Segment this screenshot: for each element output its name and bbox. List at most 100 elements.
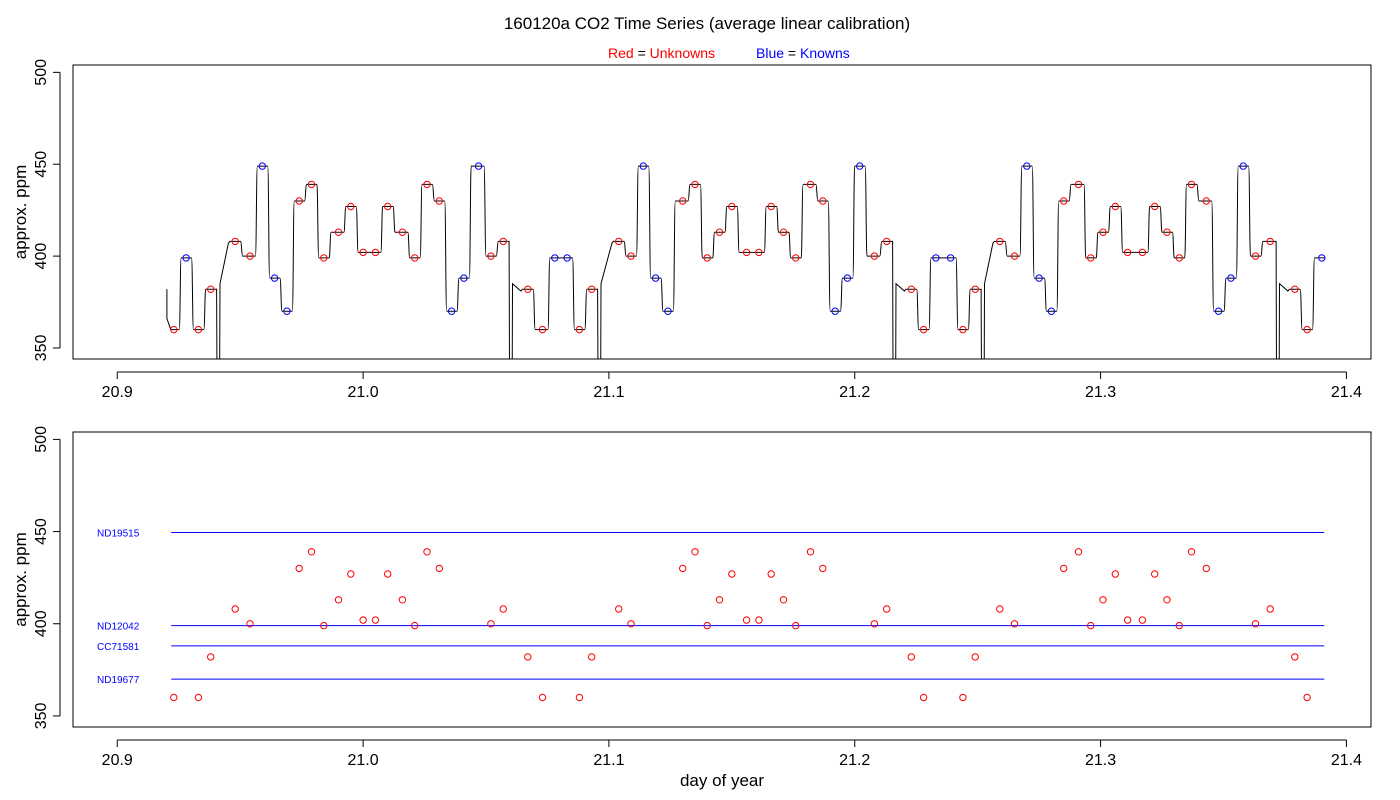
bottom-unknown-point bbox=[524, 653, 532, 661]
top-unknown-point bbox=[728, 202, 736, 211]
top-known-point bbox=[946, 254, 955, 262]
bottom-unknown-point bbox=[959, 693, 967, 702]
bottom-unknown-point bbox=[194, 693, 203, 702]
bottom-unknown-point bbox=[371, 616, 380, 624]
bottom-unknown-point bbox=[1175, 621, 1184, 630]
bottom-unknown-point bbox=[411, 621, 419, 630]
bottom-reference-label: ND19677 bbox=[97, 675, 140, 686]
bottom-unknown-point bbox=[907, 653, 915, 661]
top-unknown-point bbox=[1060, 197, 1068, 205]
top-unknown-point bbox=[384, 202, 392, 211]
legend-known-equals: = bbox=[784, 45, 800, 61]
top-unknown-point bbox=[231, 237, 239, 246]
top-unknown-point bbox=[819, 197, 827, 205]
bottom-unknown-point bbox=[767, 570, 775, 578]
top-known-point bbox=[447, 307, 456, 315]
top-y-tick-label: 350 bbox=[33, 335, 50, 362]
bottom-unknown-point bbox=[996, 605, 1004, 613]
top-known-point bbox=[258, 162, 266, 170]
top-unknown-point bbox=[703, 254, 711, 262]
top-known-point bbox=[664, 307, 672, 315]
top-unknown-point bbox=[1175, 254, 1184, 262]
top-unknown-point bbox=[320, 254, 328, 262]
bottom-x-tick-label: 21.3 bbox=[1085, 752, 1116, 769]
top-unknown-point bbox=[779, 228, 788, 236]
bottom-unknown-point bbox=[806, 548, 815, 556]
bottom-unknown-point bbox=[307, 548, 316, 556]
bottom-unknown-point bbox=[347, 570, 355, 578]
top-unknown-point bbox=[996, 237, 1004, 246]
top-unknown-point bbox=[1251, 252, 1260, 260]
top-unknown-point bbox=[359, 248, 367, 257]
bottom-y-tick-label: 500 bbox=[33, 426, 50, 453]
bottom-unknown-point bbox=[487, 620, 495, 628]
top-x-tick-label: 20.9 bbox=[102, 384, 133, 401]
bottom-unknown-point bbox=[971, 653, 979, 661]
bottom-unknown-point bbox=[703, 621, 711, 630]
top-known-point bbox=[1047, 307, 1056, 315]
top-known-point bbox=[639, 162, 647, 170]
top-unknown-point bbox=[742, 248, 751, 257]
legend-knowns: Blue = Knowns bbox=[756, 45, 850, 61]
bottom-unknown-point bbox=[1251, 620, 1260, 628]
bottom-unknown-point bbox=[919, 693, 928, 702]
top-unknown-point bbox=[883, 237, 891, 246]
top-y-tick-label: 450 bbox=[33, 151, 50, 178]
bottom-x-tick-label: 21.2 bbox=[839, 752, 870, 769]
bottom-unknown-point bbox=[715, 596, 724, 604]
bottom-unknown-point bbox=[231, 605, 239, 613]
top-unknown-point bbox=[371, 248, 380, 257]
top-known-point bbox=[1023, 162, 1031, 170]
top-known-point bbox=[1214, 307, 1223, 315]
top-unknown-point bbox=[170, 325, 178, 334]
bottom-unknown-point bbox=[1060, 564, 1068, 573]
bottom-unknown-point bbox=[1266, 605, 1274, 613]
top-unknown-point bbox=[423, 180, 431, 189]
top-known-point bbox=[182, 254, 190, 262]
legend-known-label: Knowns bbox=[800, 45, 850, 61]
top-unknown-point bbox=[1303, 325, 1311, 334]
top-unknown-point bbox=[691, 180, 699, 189]
top-unknown-point bbox=[295, 197, 303, 205]
bottom-panel-scatter: 20.9 21.0 21.1 21.2 21.3 21.4 350 400 450 500 appr… bbox=[11, 426, 1372, 790]
top-unknown-point bbox=[792, 254, 800, 262]
top-y-tick-label: 400 bbox=[33, 243, 50, 270]
top-known-point bbox=[270, 274, 279, 282]
legend-unknowns: Red = Unknowns bbox=[608, 45, 715, 61]
top-unknown-point bbox=[767, 202, 775, 211]
top-unknown-point bbox=[487, 252, 495, 260]
top-unknown-point bbox=[1202, 197, 1211, 205]
top-unknown-point bbox=[1291, 285, 1299, 293]
top-known-point bbox=[460, 274, 468, 282]
top-unknown-point bbox=[499, 237, 507, 246]
top-known-point bbox=[651, 274, 660, 282]
bottom-unknown-point bbox=[1111, 570, 1120, 578]
bottom-unknown-point bbox=[423, 548, 431, 556]
bottom-unknown-point bbox=[398, 596, 407, 604]
top-known-point bbox=[1318, 254, 1326, 262]
bottom-unknown-point bbox=[742, 616, 751, 624]
bottom-unknown-point bbox=[755, 616, 763, 624]
top-known-point bbox=[856, 162, 864, 170]
legend-unknown-equals: = bbox=[634, 45, 650, 61]
top-unknown-point bbox=[307, 180, 316, 189]
top-known-point bbox=[1239, 162, 1247, 170]
top-unknown-point bbox=[1074, 180, 1083, 189]
top-unknown-point bbox=[870, 252, 879, 260]
top-plot-frame bbox=[72, 64, 1372, 360]
bottom-unknown-point bbox=[295, 564, 303, 573]
top-unknown-point bbox=[538, 325, 547, 334]
top-unknown-point bbox=[411, 254, 419, 262]
bottom-unknown-point bbox=[320, 621, 328, 630]
top-unknown-point bbox=[959, 325, 967, 334]
top-sample-annotation: 7809 bbox=[243, 336, 254, 359]
bottom-unknown-point bbox=[728, 570, 736, 578]
top-known-point bbox=[932, 254, 940, 262]
top-sample-annotation: D073418 bbox=[334, 294, 345, 335]
top-unknown-point bbox=[615, 237, 623, 246]
bottom-unknown-point bbox=[170, 693, 178, 702]
bottom-y-tick-label: 400 bbox=[33, 610, 50, 637]
bottom-reference-label: CC71581 bbox=[97, 642, 140, 653]
top-unknown-point bbox=[435, 197, 443, 205]
bottom-unknown-point bbox=[1010, 620, 1019, 628]
